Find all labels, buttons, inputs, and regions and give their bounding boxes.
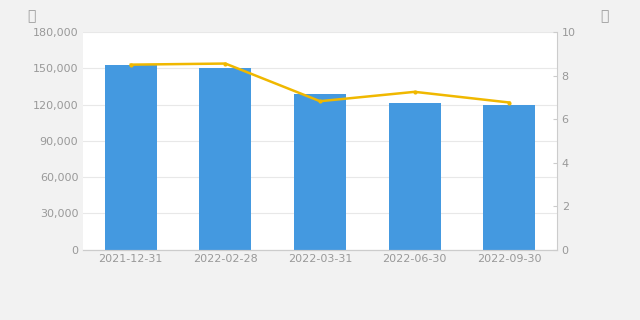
Bar <box>294 94 346 250</box>
Bar <box>199 68 252 250</box>
Text: 户: 户 <box>27 9 35 23</box>
Text: 元: 元 <box>600 9 609 23</box>
Bar <box>483 105 535 250</box>
Bar <box>388 103 441 250</box>
Bar <box>105 65 157 250</box>
